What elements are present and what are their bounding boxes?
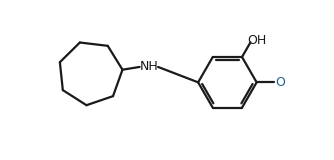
Text: NH: NH bbox=[140, 60, 158, 73]
Text: OH: OH bbox=[247, 34, 266, 47]
Text: O: O bbox=[276, 76, 286, 89]
